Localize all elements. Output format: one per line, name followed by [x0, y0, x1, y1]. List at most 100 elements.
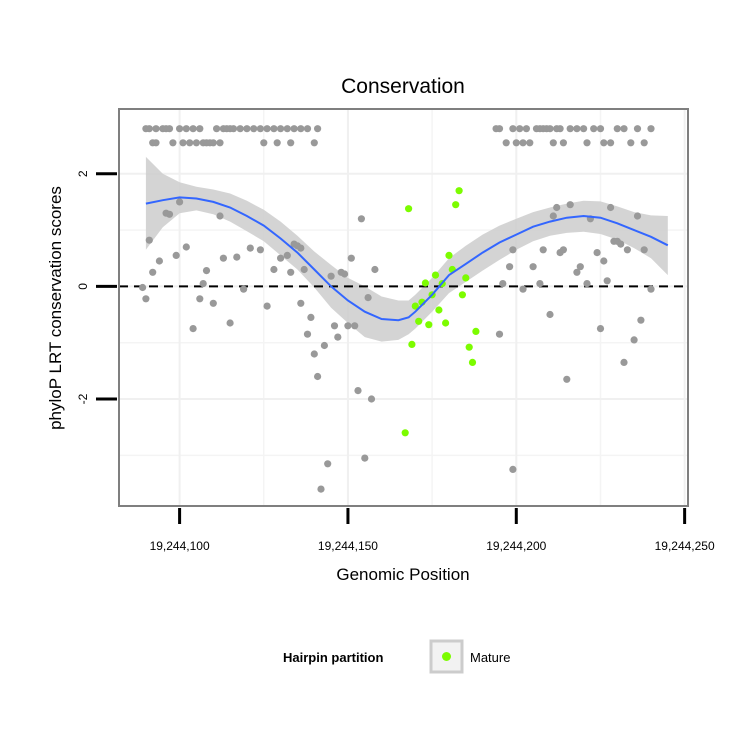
point-other: [630, 336, 638, 344]
point-other: [509, 125, 517, 133]
point-other: [593, 249, 601, 257]
point-mature: [421, 279, 429, 287]
point-other: [145, 125, 153, 133]
point-mature: [462, 274, 470, 282]
point-other: [583, 280, 591, 288]
y-tick-label: 0: [76, 283, 90, 290]
point-other: [526, 139, 534, 147]
point-other: [209, 299, 217, 307]
point-other: [310, 350, 318, 358]
point-other: [573, 125, 581, 133]
point-other: [152, 125, 160, 133]
point-other: [246, 244, 254, 252]
point-other: [633, 125, 642, 133]
point-other: [559, 139, 568, 147]
point-other: [192, 139, 200, 147]
x-tick-label: 19,244,200: [486, 539, 546, 553]
point-other: [189, 125, 197, 133]
point-other: [519, 139, 527, 147]
point-other: [623, 246, 632, 254]
point-other: [290, 125, 298, 133]
plot-border: [118, 108, 689, 507]
point-other: [371, 265, 379, 274]
point-other: [297, 244, 305, 252]
point-other: [314, 372, 322, 381]
point-other: [506, 263, 514, 271]
data-points-layer: [139, 125, 655, 493]
point-other: [256, 125, 264, 133]
point-other: [179, 139, 187, 147]
point-other: [209, 139, 217, 147]
point-other: [516, 125, 524, 133]
legend: Hairpin partition Mature: [283, 639, 510, 674]
point-other: [196, 295, 204, 303]
point-other: [600, 139, 608, 147]
confidence-ribbon-layer: [145, 156, 668, 342]
point-other: [607, 139, 615, 147]
point-other: [502, 139, 510, 147]
point-other: [283, 125, 291, 133]
point-other: [583, 139, 591, 147]
legend-title: Hairpin partition: [283, 650, 383, 665]
point-other: [297, 299, 305, 307]
point-other: [330, 322, 339, 330]
point-other: [603, 277, 611, 285]
point-other: [556, 125, 564, 133]
point-other: [297, 125, 305, 133]
point-mature: [411, 302, 419, 310]
point-mature: [458, 291, 466, 299]
point-other: [640, 139, 648, 147]
point-other: [344, 322, 352, 330]
point-other: [536, 280, 544, 288]
point-other: [367, 395, 376, 403]
point-other: [495, 330, 504, 338]
point-other: [627, 139, 635, 147]
point-other: [270, 125, 278, 133]
confidence-ribbon: [145, 156, 668, 342]
point-other: [317, 485, 325, 493]
y-axis-label: phyloP LRT conservation scores: [46, 186, 65, 430]
point-other: [310, 139, 318, 147]
point-other: [263, 302, 271, 310]
point-other: [324, 460, 332, 468]
point-mature: [401, 429, 409, 437]
point-other: [142, 295, 150, 303]
point-other: [240, 285, 248, 293]
point-other: [620, 358, 628, 366]
point-mature: [425, 321, 433, 329]
point-other: [620, 125, 628, 133]
point-other: [196, 125, 204, 133]
smooth-line: [145, 196, 669, 322]
point-other: [347, 254, 355, 262]
point-other: [512, 139, 520, 147]
point-other: [549, 139, 557, 147]
point-other: [596, 325, 605, 333]
point-other: [549, 212, 557, 220]
point-other: [277, 254, 285, 262]
point-other: [216, 212, 224, 220]
point-other: [364, 294, 372, 302]
point-other: [155, 257, 163, 265]
point-other: [576, 263, 584, 271]
x-tick-label: 19,244,150: [318, 539, 378, 553]
point-other: [509, 465, 517, 473]
point-other: [250, 125, 258, 133]
point-other: [633, 212, 642, 220]
point-other: [236, 125, 244, 133]
point-other: [637, 316, 645, 324]
point-mature: [452, 201, 460, 209]
point-mature: [465, 343, 473, 351]
point-other: [546, 310, 554, 319]
point-other: [529, 263, 537, 271]
point-other: [303, 330, 312, 338]
point-other: [647, 285, 655, 293]
x-tick-label: 19,244,250: [655, 539, 715, 553]
point-other: [199, 280, 207, 288]
point-other: [596, 125, 605, 133]
point-other: [361, 454, 369, 462]
point-other: [607, 203, 615, 212]
point-other: [613, 125, 621, 133]
point-other: [152, 139, 160, 147]
point-other: [182, 243, 190, 251]
